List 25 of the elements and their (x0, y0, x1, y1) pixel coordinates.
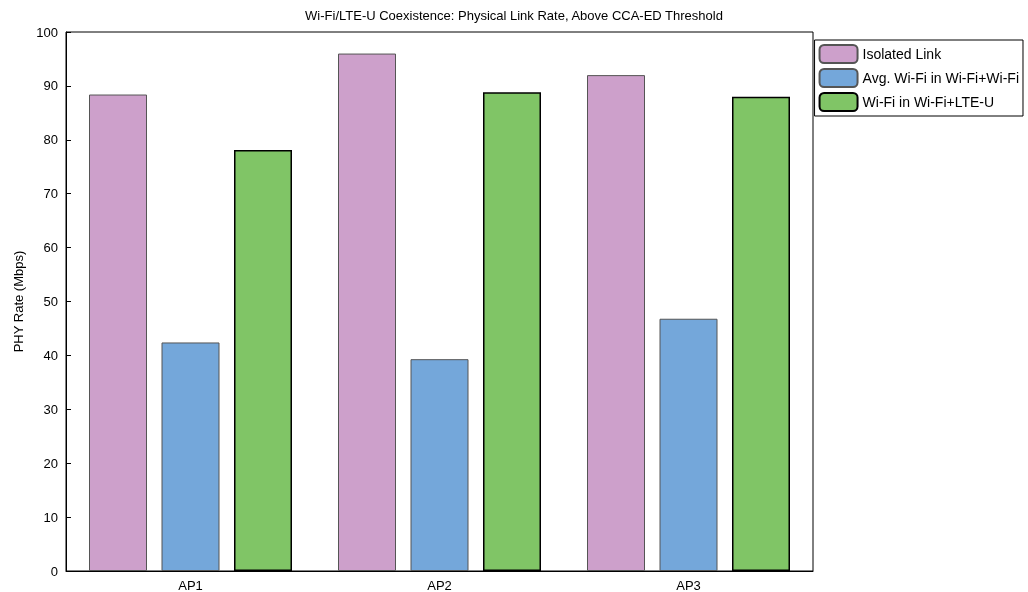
y-tick-label: 70 (43, 186, 58, 202)
bar (338, 53, 396, 571)
legend-label: Wi-Fi in Wi-Fi+LTE-U (862, 94, 995, 110)
y-tick-label: 90 (43, 78, 58, 94)
x-tick-label: AP3 (676, 578, 701, 592)
bar (410, 359, 469, 571)
x-tick-label: AP2 (427, 578, 452, 592)
y-axis-title: PHY Rate (Mbps) (11, 250, 27, 353)
y-tick-label: 80 (43, 132, 58, 148)
bar (587, 75, 645, 571)
legend-label: Avg. Wi-Fi in Wi-Fi+Wi-Fi (862, 70, 1020, 86)
y-tick-label: 30 (43, 401, 58, 417)
y-tick-label: 10 (43, 509, 58, 525)
y-tick-label: 100 (36, 24, 58, 40)
x-tick-label: AP1 (178, 578, 203, 592)
y-tick-label: 50 (43, 294, 58, 309)
chart-title: Wi-Fi/LTE-U Coexistence: Physical Link Rate, Above CCA-ED Threshold (305, 8, 723, 23)
bar (161, 342, 220, 571)
bar (659, 318, 718, 571)
y-tick-label: 60 (43, 240, 58, 256)
y-tick-label: 20 (43, 455, 58, 471)
y-tick-label: 0 (50, 563, 58, 579)
bar (89, 94, 147, 571)
y-tick-label: 40 (43, 347, 58, 363)
legend-label: Isolated Link (862, 46, 943, 62)
